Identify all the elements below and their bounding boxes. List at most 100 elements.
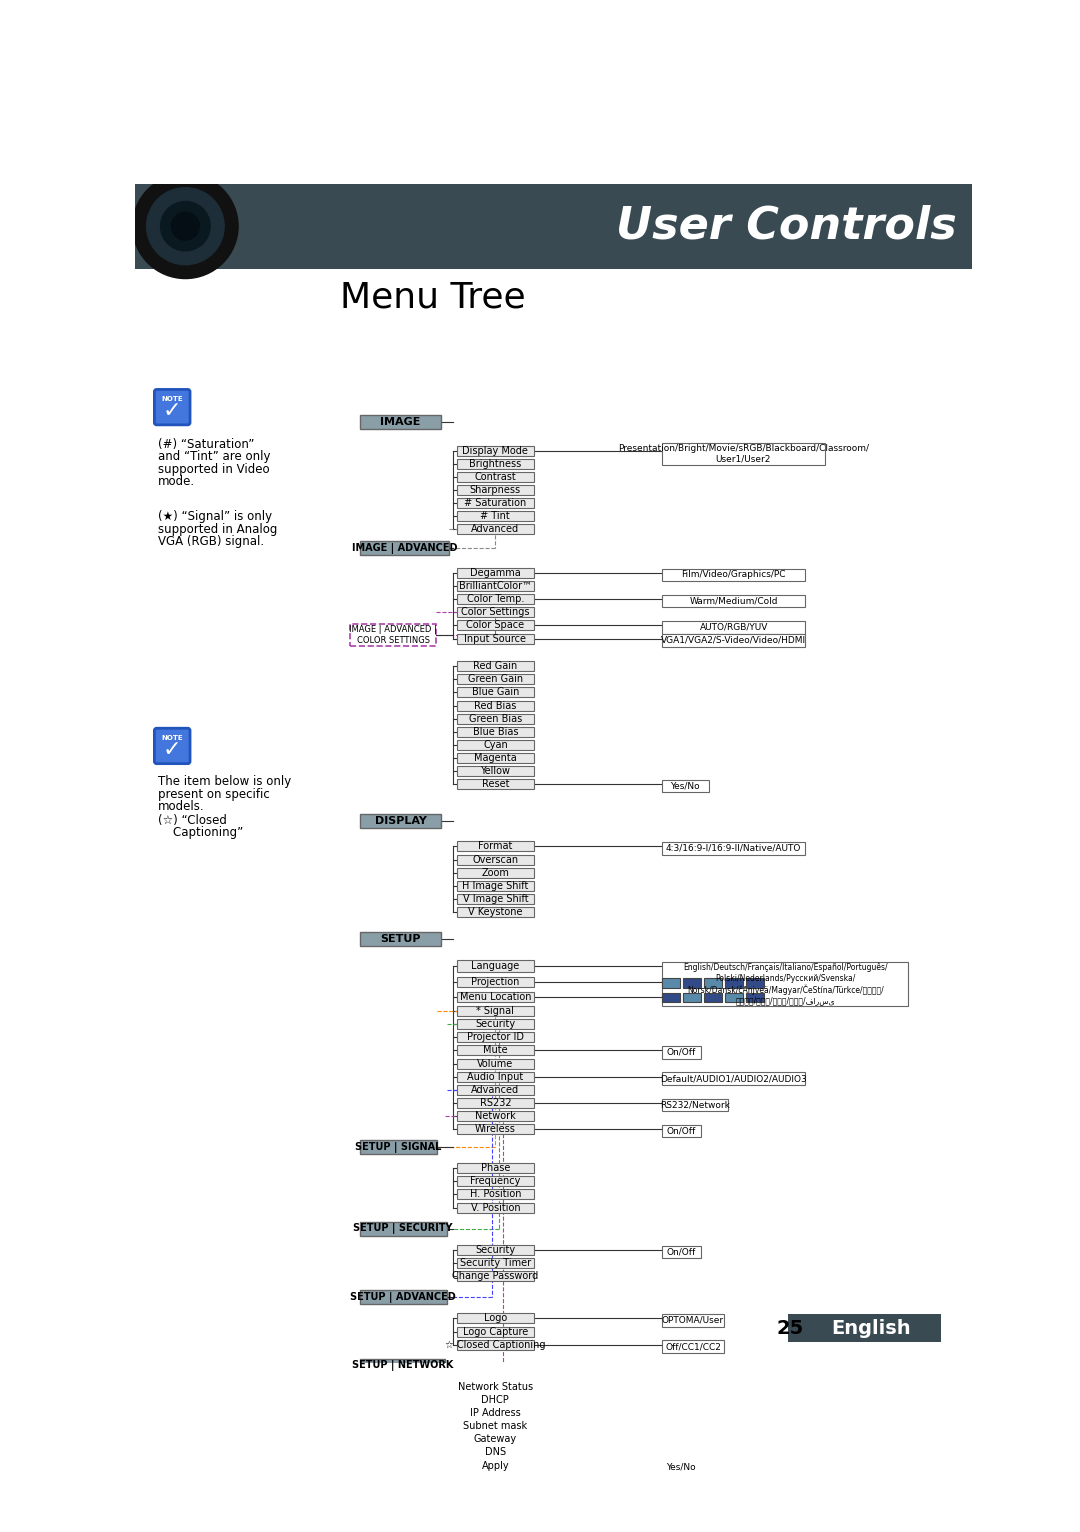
Text: User Controls: User Controls [616,205,957,248]
FancyBboxPatch shape [457,1339,535,1350]
Text: Red Gain: Red Gain [473,662,517,671]
FancyBboxPatch shape [662,962,908,1007]
Text: Color Temp.: Color Temp. [467,594,524,604]
FancyBboxPatch shape [457,1189,535,1200]
FancyBboxPatch shape [457,1246,535,1255]
FancyBboxPatch shape [457,607,535,617]
Text: Degamma: Degamma [470,568,521,578]
Text: (#) “Saturation”: (#) “Saturation” [159,438,255,450]
FancyBboxPatch shape [457,1434,535,1445]
Text: present on specific: present on specific [159,787,270,801]
Text: Projector ID: Projector ID [467,1033,524,1042]
FancyBboxPatch shape [457,740,535,749]
Text: Color Settings: Color Settings [461,607,529,617]
Text: Network: Network [475,1111,516,1121]
FancyBboxPatch shape [360,933,441,947]
Text: Security: Security [475,1019,515,1030]
FancyBboxPatch shape [725,979,743,988]
Text: Cyan: Cyan [483,740,508,749]
FancyBboxPatch shape [457,1111,535,1121]
Text: SETUP | ADVANCED: SETUP | ADVANCED [350,1291,456,1302]
Text: # Saturation: # Saturation [464,498,527,509]
Text: RS232/Network: RS232/Network [660,1100,730,1109]
Text: (★) “Signal” is only: (★) “Signal” is only [159,510,272,524]
FancyBboxPatch shape [662,1246,701,1258]
Text: BrilliantColor™: BrilliantColor™ [459,581,531,591]
FancyBboxPatch shape [662,1462,701,1474]
Text: On/Off: On/Off [666,1247,696,1256]
Text: Magenta: Magenta [474,752,516,763]
FancyBboxPatch shape [704,979,721,988]
FancyBboxPatch shape [457,1408,535,1419]
Text: Security: Security [475,1246,515,1255]
Text: The item below is only: The item below is only [159,775,292,787]
FancyBboxPatch shape [457,1396,535,1405]
FancyBboxPatch shape [360,1290,446,1304]
Text: ✓: ✓ [163,740,181,760]
FancyBboxPatch shape [662,568,806,581]
Text: English/Deutsch/Français/Italiano/Español/Português/
Polski/Nederlands/Русский/S: English/Deutsch/Français/Italiano/Españo… [683,962,888,1005]
Text: Logo Capture: Logo Capture [462,1327,528,1336]
FancyBboxPatch shape [662,979,679,988]
Text: Audio Input: Audio Input [468,1072,524,1082]
FancyBboxPatch shape [457,688,535,697]
FancyBboxPatch shape [457,1163,535,1174]
FancyBboxPatch shape [360,1140,437,1154]
FancyBboxPatch shape [745,979,764,988]
Circle shape [161,202,211,251]
FancyBboxPatch shape [457,752,535,763]
FancyBboxPatch shape [154,728,190,763]
Text: Default/AUDIO1/AUDIO2/AUDIO3: Default/AUDIO1/AUDIO2/AUDIO3 [660,1074,807,1083]
Text: V Image Shift: V Image Shift [462,893,528,904]
FancyBboxPatch shape [457,1059,535,1069]
FancyBboxPatch shape [457,472,535,483]
FancyBboxPatch shape [154,389,190,424]
FancyBboxPatch shape [662,1098,728,1111]
FancyBboxPatch shape [745,993,764,1002]
Text: Brightness: Brightness [469,458,522,469]
FancyBboxPatch shape [457,961,535,973]
Circle shape [133,173,238,279]
FancyBboxPatch shape [457,841,535,852]
FancyBboxPatch shape [662,1340,724,1353]
FancyBboxPatch shape [457,1177,535,1186]
Text: V. Position: V. Position [471,1203,521,1212]
Text: Apply: Apply [482,1460,509,1471]
FancyBboxPatch shape [457,766,535,777]
FancyBboxPatch shape [457,1007,535,1016]
Text: Mute: Mute [483,1045,508,1056]
FancyBboxPatch shape [457,512,535,521]
Text: Yes/No: Yes/No [671,781,700,791]
FancyBboxPatch shape [457,594,535,604]
Text: Reset: Reset [482,780,509,789]
FancyBboxPatch shape [662,1314,724,1327]
FancyBboxPatch shape [787,1314,941,1342]
FancyBboxPatch shape [457,581,535,591]
Text: (☆) “Closed: (☆) “Closed [159,813,227,827]
FancyBboxPatch shape [360,1359,445,1373]
Text: IMAGE | ADVANCED: IMAGE | ADVANCED [352,542,457,553]
Text: Red Bias: Red Bias [474,700,516,711]
Text: VGA1/VGA2/S-Video/Video/HDMI: VGA1/VGA2/S-Video/Video/HDMI [661,636,807,645]
Text: DHCP: DHCP [482,1396,510,1405]
Text: OPTOMA/User: OPTOMA/User [662,1316,724,1325]
FancyBboxPatch shape [457,1085,535,1095]
FancyBboxPatch shape [457,1382,535,1393]
FancyBboxPatch shape [662,843,806,855]
Text: Subnet mask: Subnet mask [463,1422,527,1431]
FancyBboxPatch shape [704,993,721,1002]
FancyBboxPatch shape [683,979,701,988]
FancyBboxPatch shape [662,780,708,792]
Text: Advanced: Advanced [471,1085,519,1095]
Text: 25: 25 [777,1319,804,1337]
Text: SETUP | NETWORK: SETUP | NETWORK [352,1360,454,1371]
Text: SETUP | SECURITY: SETUP | SECURITY [353,1223,453,1235]
FancyBboxPatch shape [360,415,441,429]
FancyBboxPatch shape [457,498,535,509]
Text: On/Off: On/Off [666,1126,696,1135]
Text: Blue Gain: Blue Gain [472,688,519,697]
FancyBboxPatch shape [457,726,535,737]
FancyBboxPatch shape [457,867,535,878]
Text: Menu Tree: Menu Tree [340,280,526,314]
FancyBboxPatch shape [457,700,535,711]
